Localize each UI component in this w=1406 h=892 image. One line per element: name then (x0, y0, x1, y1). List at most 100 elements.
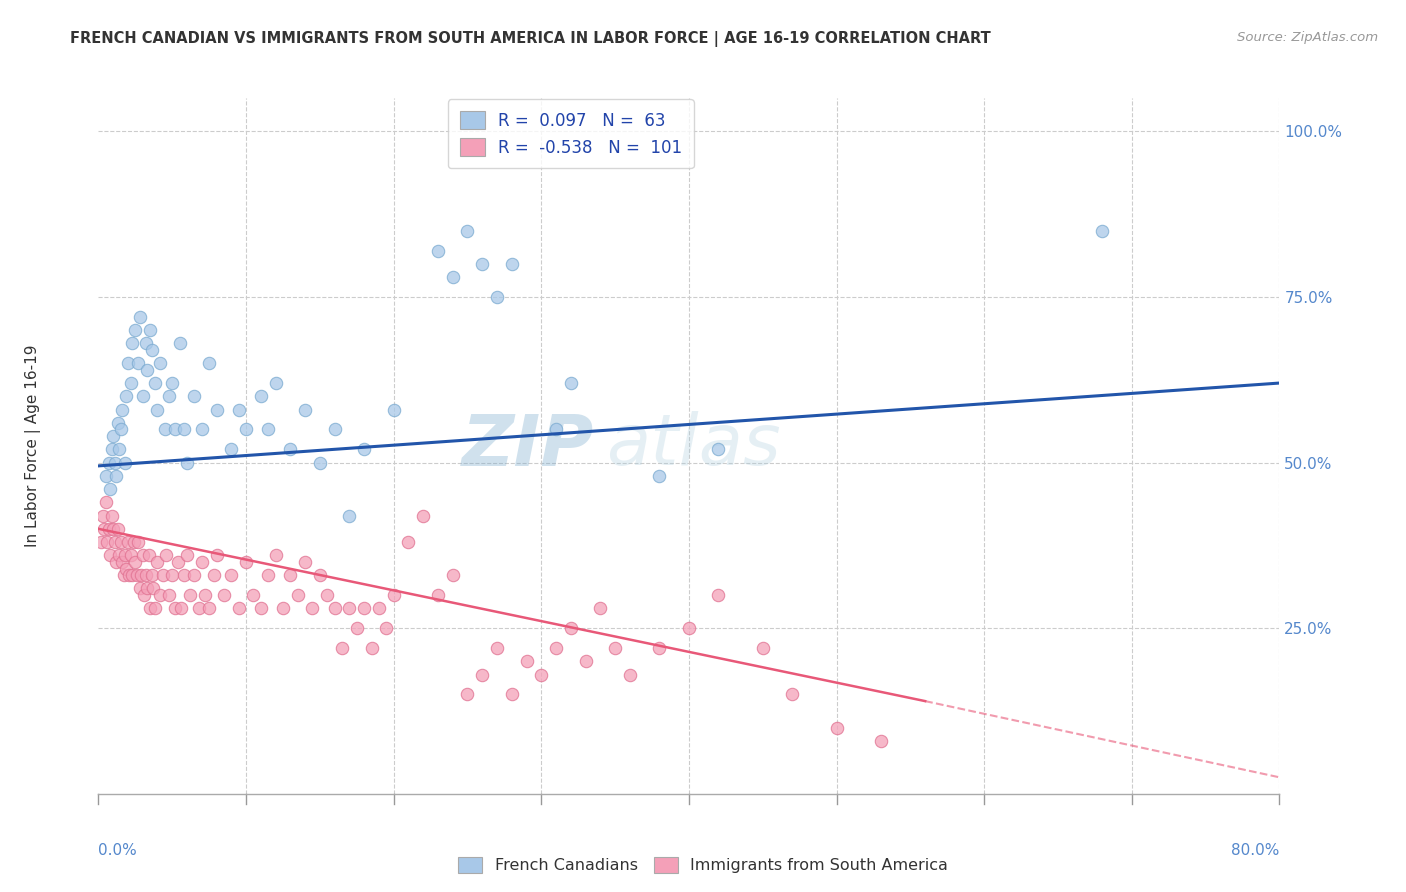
Point (264, 549, 287, 563)
Point (648, 468, 671, 483)
Point (165, 601, 187, 615)
Point (191, 422, 214, 436)
Point (869, 734, 891, 748)
Point (212, 588, 235, 602)
Point (382, 588, 405, 602)
Point (257, 422, 280, 436)
Point (134, 588, 156, 602)
Point (294, 402, 316, 417)
Point (136, 363, 159, 377)
Point (648, 641, 671, 656)
Point (560, 376, 582, 390)
Point (309, 568, 332, 582)
Text: FRENCH CANADIAN VS IMMIGRANTS FROM SOUTH AMERICA IN LABOR FORCE | AGE 16-19 CORR: FRENCH CANADIAN VS IMMIGRANTS FROM SOUTH… (70, 31, 991, 47)
Point (250, 601, 273, 615)
Point (127, 535, 149, 549)
Point (257, 568, 280, 582)
Point (143, 601, 166, 615)
Point (546, 422, 568, 436)
Point (294, 555, 316, 569)
Point (501, 688, 523, 702)
Point (339, 601, 360, 615)
Point (107, 522, 129, 536)
Point (114, 549, 136, 563)
Point (173, 422, 195, 436)
Point (574, 654, 596, 668)
Point (125, 568, 148, 582)
Point (118, 568, 141, 582)
Point (412, 508, 434, 523)
Point (124, 323, 146, 337)
Point (142, 582, 165, 596)
Point (396, 535, 419, 549)
Point (183, 568, 205, 582)
Point (353, 442, 375, 457)
Point (162, 376, 183, 390)
Point (456, 224, 478, 238)
Point (278, 442, 302, 457)
Point (301, 601, 323, 615)
Point (605, 641, 627, 656)
Point (427, 588, 450, 602)
Point (176, 456, 198, 470)
Point (127, 356, 149, 370)
Point (194, 588, 217, 602)
Point (205, 402, 228, 417)
Point (132, 389, 155, 403)
Point (152, 568, 174, 582)
Point (187, 601, 209, 615)
Point (250, 389, 273, 403)
Point (155, 549, 177, 563)
Point (112, 568, 135, 582)
Point (115, 561, 138, 575)
Point (183, 389, 205, 403)
Point (90, 535, 112, 549)
Point (825, 721, 848, 735)
Point (235, 555, 257, 569)
Point (94, 468, 117, 483)
Point (100, 442, 122, 457)
Point (143, 376, 166, 390)
Point (167, 555, 190, 569)
Point (179, 588, 201, 602)
Point (107, 416, 129, 430)
Point (515, 654, 537, 668)
Point (198, 356, 221, 370)
Point (115, 389, 138, 403)
Point (146, 402, 169, 417)
Point (382, 402, 405, 417)
Point (560, 621, 582, 635)
Point (138, 549, 160, 563)
Point (173, 568, 195, 582)
Point (111, 555, 134, 569)
Point (501, 257, 523, 271)
Point (198, 601, 221, 615)
Text: 80.0%: 80.0% (1232, 843, 1279, 857)
Point (162, 568, 183, 582)
Point (486, 641, 509, 656)
Point (97, 456, 120, 470)
Point (170, 601, 193, 615)
Point (128, 582, 150, 596)
Point (456, 688, 478, 702)
Point (278, 568, 302, 582)
Legend: R =  0.097   N =  63, R =  -0.538   N =  101: R = 0.097 N = 63, R = -0.538 N = 101 (449, 100, 693, 169)
Point (114, 456, 136, 470)
Point (121, 336, 143, 351)
Point (707, 442, 730, 457)
Text: 0.0%: 0.0% (98, 843, 138, 857)
Point (530, 667, 553, 681)
Point (120, 549, 142, 563)
Point (135, 568, 157, 582)
Point (360, 641, 382, 656)
Point (111, 402, 134, 417)
Text: ZIP: ZIP (463, 411, 595, 481)
Point (707, 588, 730, 602)
Point (100, 508, 122, 523)
Point (228, 601, 250, 615)
Point (287, 588, 309, 602)
Point (129, 568, 152, 582)
Point (202, 568, 225, 582)
Point (135, 336, 157, 351)
Point (157, 588, 180, 602)
